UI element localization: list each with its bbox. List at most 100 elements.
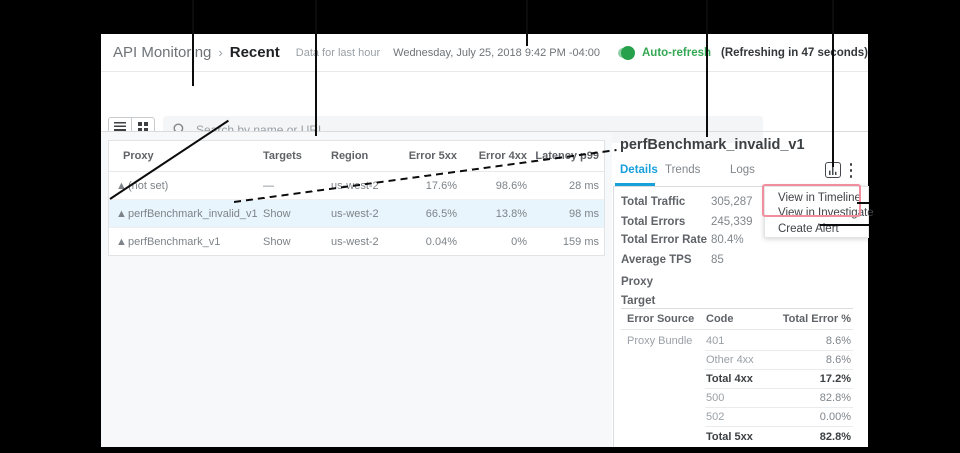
latency-cell: 159 ms	[562, 236, 599, 248]
error5xx-cell: 66.5%	[425, 207, 457, 220]
page-header: API Monitoring › Recent Data for last ho…	[101, 34, 868, 72]
panel-left-border	[613, 186, 614, 447]
stat-label: Average TPS	[621, 254, 692, 266]
targets-cell: —	[263, 179, 274, 192]
error-table-header-divider	[621, 329, 853, 330]
api-monitoring-window: API Monitoring › Recent Data for last ho…	[101, 34, 874, 447]
annotation-line-panel-title	[706, 0, 708, 137]
annotation-line-search	[192, 0, 194, 86]
grid-view-icon	[138, 121, 148, 132]
tabs-divider	[613, 186, 868, 187]
app-title: API Monitoring	[113, 44, 212, 61]
proxy-name: (not set)	[128, 179, 169, 192]
grid-view-button[interactable]	[131, 118, 154, 135]
error-table-top-border	[621, 308, 853, 309]
table-header-row: Proxy Targets Region Error 5xx Error 4xx…	[109, 141, 604, 172]
toggle-knob	[621, 45, 635, 60]
column-header-error5xx[interactable]: Error 5xx	[408, 150, 457, 162]
tab-logs[interactable]: Logs	[730, 164, 755, 176]
error5xx-cell: 0.04%	[425, 236, 457, 248]
menu-item-create-alert[interactable]: Create Alert	[778, 223, 839, 235]
timestamp-label: Wednesday, July 25, 2018 9:42 PM -04:00	[393, 46, 601, 59]
column-header-targets[interactable]: Targets	[263, 150, 302, 162]
error4xx-cell: 98.6%	[495, 179, 527, 192]
table-row-selected[interactable]: ▲ perfBenchmark_invalid_v1 Show us-west-…	[109, 200, 604, 228]
table-row[interactable]: ▲ perfBenchmark_v1 Show us-west-2 0.04% …	[109, 228, 604, 256]
error-source-value: Proxy Bundle	[627, 335, 693, 347]
error-row-divider	[705, 426, 853, 427]
proxy-name: perfBenchmark_invalid_v1	[128, 207, 258, 220]
annotation-line-create-alert	[820, 224, 869, 226]
error-code: 502	[706, 411, 725, 423]
error-code: 500	[706, 392, 725, 404]
code-column-header: Code	[706, 313, 734, 325]
latency-cell: 28 ms	[569, 179, 599, 192]
error-value-total: 17.2%	[819, 373, 851, 385]
chart-bars-glyph	[828, 167, 837, 175]
error-code: 401	[706, 335, 725, 347]
error-code: Other 4xx	[706, 354, 754, 366]
refresh-countdown: (Refreshing in 47 seconds)	[721, 46, 868, 59]
list-view-icon	[114, 122, 126, 131]
error-code-total: Total 5xx	[706, 431, 753, 443]
stat-label: Total Traffic	[621, 196, 686, 208]
column-header-error4xx[interactable]: Error 4xx	[478, 150, 527, 162]
menu-item-view-in-timeline[interactable]: View in Timeline	[778, 192, 861, 204]
active-tab-underline	[615, 183, 655, 186]
error-value: 0.00%	[819, 411, 851, 423]
table-row[interactable]: ▲ (not set) — us-west-2 17.6% 98.6% 28 m…	[109, 172, 604, 200]
stat-label: Proxy	[621, 276, 653, 288]
error-value: 82.8%	[819, 392, 851, 404]
tab-trends[interactable]: Trends	[665, 164, 701, 176]
error-row-divider	[705, 407, 853, 408]
tab-details[interactable]: Details	[620, 164, 658, 176]
stat-value: 305,287	[711, 196, 753, 208]
stat-label: Target	[621, 295, 656, 307]
kebab-menu-icon[interactable]	[849, 163, 853, 178]
error-row-divider	[705, 388, 853, 389]
error-code-total: Total 4xx	[706, 373, 753, 385]
error-row-divider	[705, 369, 853, 370]
annotation-highlight-box	[762, 184, 861, 217]
region-cell: us-west-2	[331, 207, 379, 220]
page-title: Recent	[229, 44, 280, 61]
auto-refresh-label: Auto-refresh	[642, 46, 712, 59]
error4xx-cell: 0%	[511, 236, 527, 248]
proxy-name: perfBenchmark_v1	[128, 236, 221, 248]
error-row-divider	[705, 350, 853, 351]
annotation-line-investigate	[857, 202, 869, 204]
error4xx-cell: 13.8%	[495, 207, 527, 220]
annotation-line-table	[315, 0, 317, 136]
column-header-region[interactable]: Region	[331, 150, 369, 162]
annotation-line-auto-refresh	[526, 0, 528, 46]
stat-label: Total Errors	[621, 216, 686, 228]
show-targets-link[interactable]: Show	[263, 207, 291, 220]
alert-triangle-icon: ▲	[116, 207, 127, 220]
latency-cell: 98 ms	[569, 207, 599, 220]
auto-refresh-toggle[interactable]	[618, 45, 635, 60]
list-view-button[interactable]	[109, 118, 131, 135]
annotation-line-chart-icon	[832, 0, 834, 167]
error-value: 8.6%	[825, 354, 851, 366]
stat-value: 80.4%	[711, 234, 744, 246]
error-value-total: 82.8%	[819, 431, 851, 443]
detail-panel-title: perfBenchmark_invalid_v1	[620, 137, 805, 153]
error5xx-cell: 17.6%	[425, 179, 457, 192]
region-cell: us-west-2	[331, 236, 379, 248]
toolbar-divider	[101, 131, 868, 132]
show-targets-link[interactable]: Show	[263, 236, 291, 248]
error-source-column-header: Error Source	[627, 313, 695, 325]
proxy-table: Proxy Targets Region Error 5xx Error 4xx…	[108, 140, 605, 256]
total-error-column-header: Total Error %	[782, 313, 851, 325]
error-value: 8.6%	[825, 335, 851, 347]
stat-value: 245,339	[711, 216, 753, 228]
data-range-label: Data for last hour	[295, 46, 381, 59]
stat-value: 85	[711, 254, 724, 266]
alert-triangle-icon: ▲	[116, 179, 127, 192]
breadcrumb-separator: ›	[218, 45, 223, 60]
column-header-proxy[interactable]: Proxy	[123, 150, 154, 162]
toolbar: Environment prod ▾ Alerts only	[101, 72, 868, 165]
alert-triangle-icon: ▲	[116, 236, 127, 248]
stat-label: Total Error Rate	[621, 234, 708, 246]
